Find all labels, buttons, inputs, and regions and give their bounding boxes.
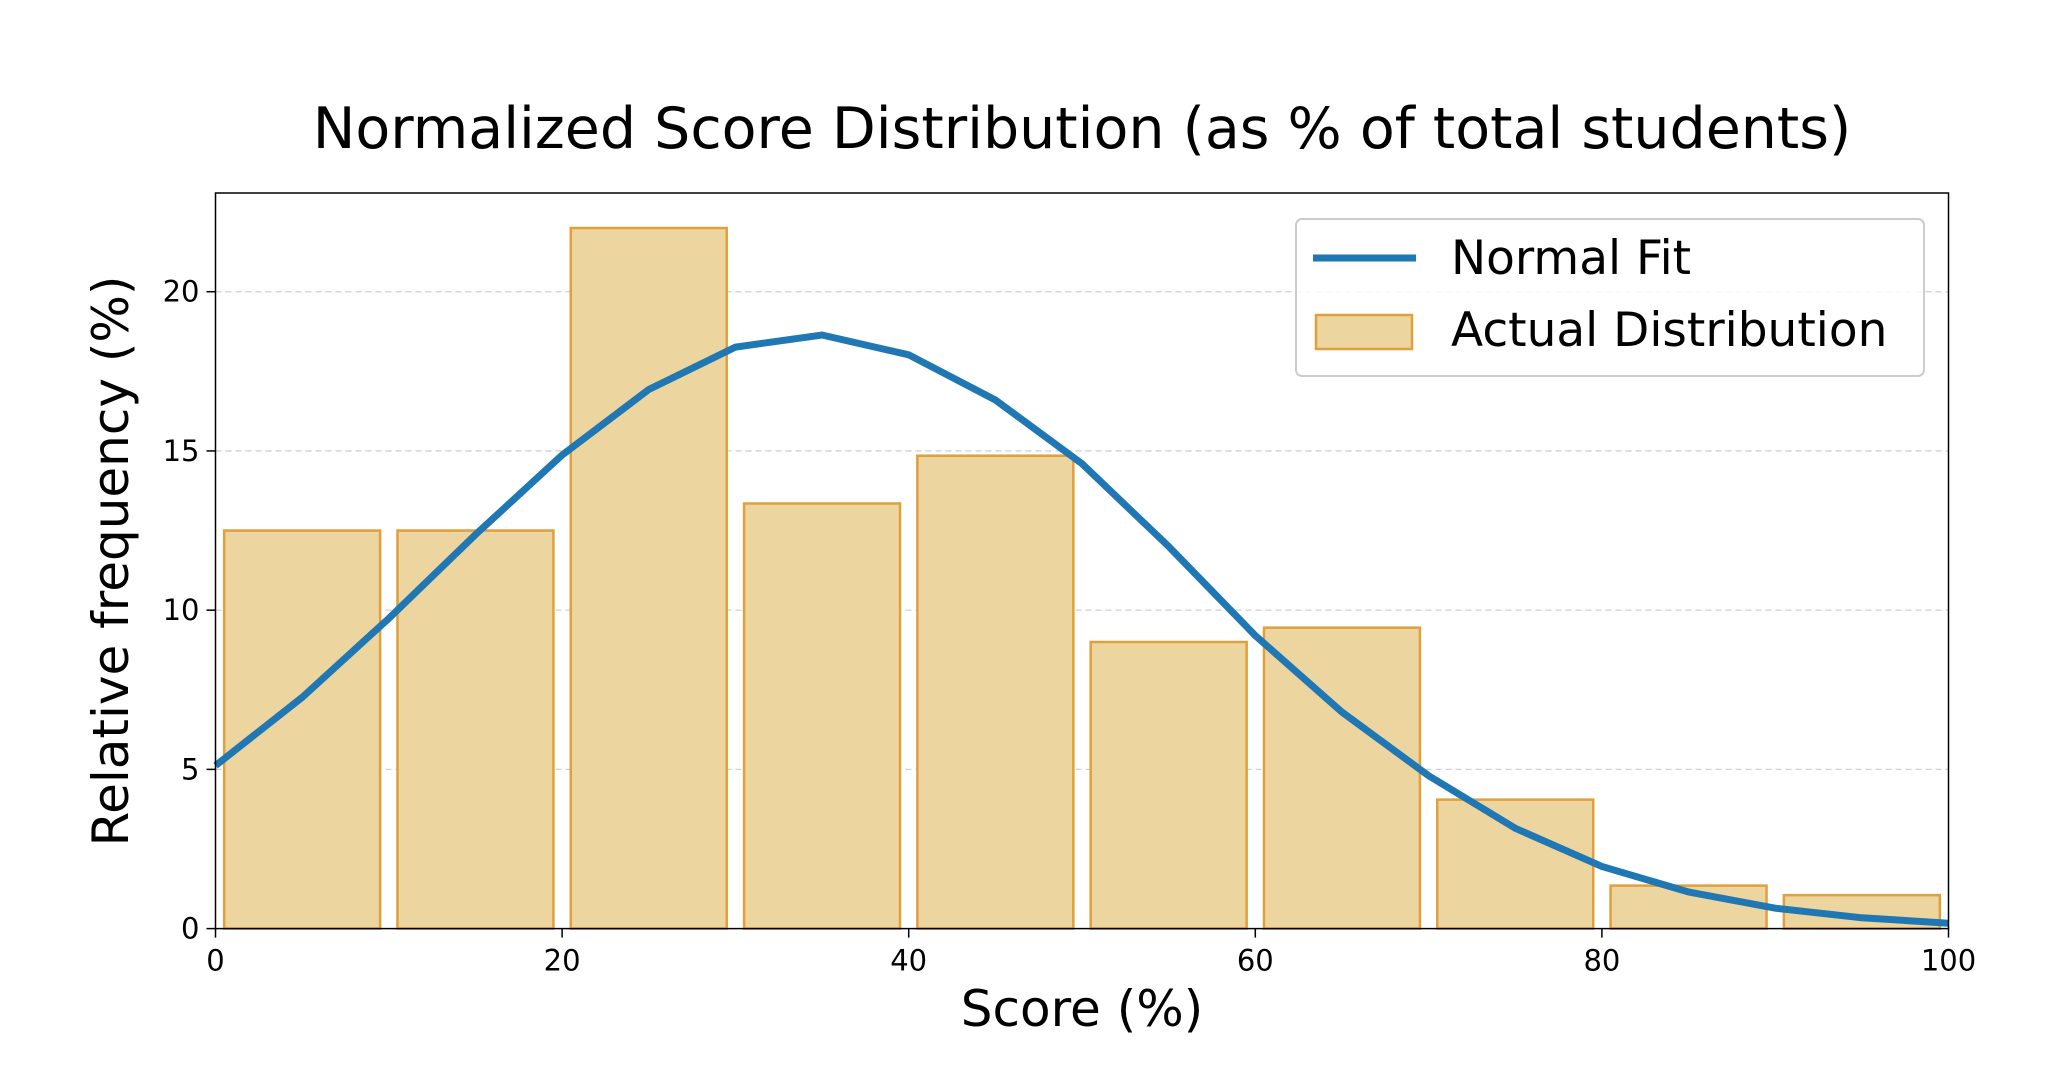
plot-frame bbox=[214, 192, 1950, 930]
legend-box bbox=[1295, 218, 1925, 377]
legend-label-normal-fit: Normal Fit bbox=[1451, 231, 1691, 286]
x-tick-label: 0 bbox=[206, 944, 224, 978]
legend-label-actual-distribution: Actual Distribution bbox=[1451, 303, 1887, 358]
legend-bar-swatch bbox=[1314, 313, 1414, 351]
x-tick-label: 20 bbox=[544, 944, 581, 978]
y-tick-label: 10 bbox=[163, 593, 200, 627]
x-tick-label: 40 bbox=[890, 944, 927, 978]
y-tick-label: 20 bbox=[163, 275, 200, 309]
histogram-bar bbox=[396, 529, 555, 930]
histogram-bar bbox=[742, 502, 902, 930]
y-axis-label: Relative frequency (%) bbox=[82, 276, 140, 847]
y-tick-label: 15 bbox=[163, 434, 200, 468]
histogram-bar bbox=[1436, 798, 1595, 930]
histogram-bar bbox=[569, 226, 728, 930]
normal-fit-line bbox=[213, 331, 1949, 927]
histogram-bar bbox=[916, 454, 1075, 930]
x-ticks: 0 20 40 60 80 100 bbox=[206, 928, 1976, 978]
histogram-bar bbox=[1262, 626, 1422, 930]
x-tick-label: 100 bbox=[1921, 944, 1976, 978]
x-tick-label: 80 bbox=[1583, 944, 1620, 978]
chart-title: Normalized Score Distribution (as % of t… bbox=[313, 96, 1851, 162]
x-tick-label: 60 bbox=[1237, 944, 1274, 978]
x-axis-label: Score (%) bbox=[961, 980, 1203, 1038]
y-tick-label: 5 bbox=[181, 752, 199, 786]
y-ticks: 0 5 10 15 20 bbox=[163, 275, 216, 946]
histogram-bar bbox=[222, 529, 382, 930]
legend: Normal Fit Actual Distribution bbox=[1295, 218, 1925, 377]
y-tick-label: 0 bbox=[181, 912, 199, 946]
histogram-bar bbox=[1089, 640, 1248, 930]
